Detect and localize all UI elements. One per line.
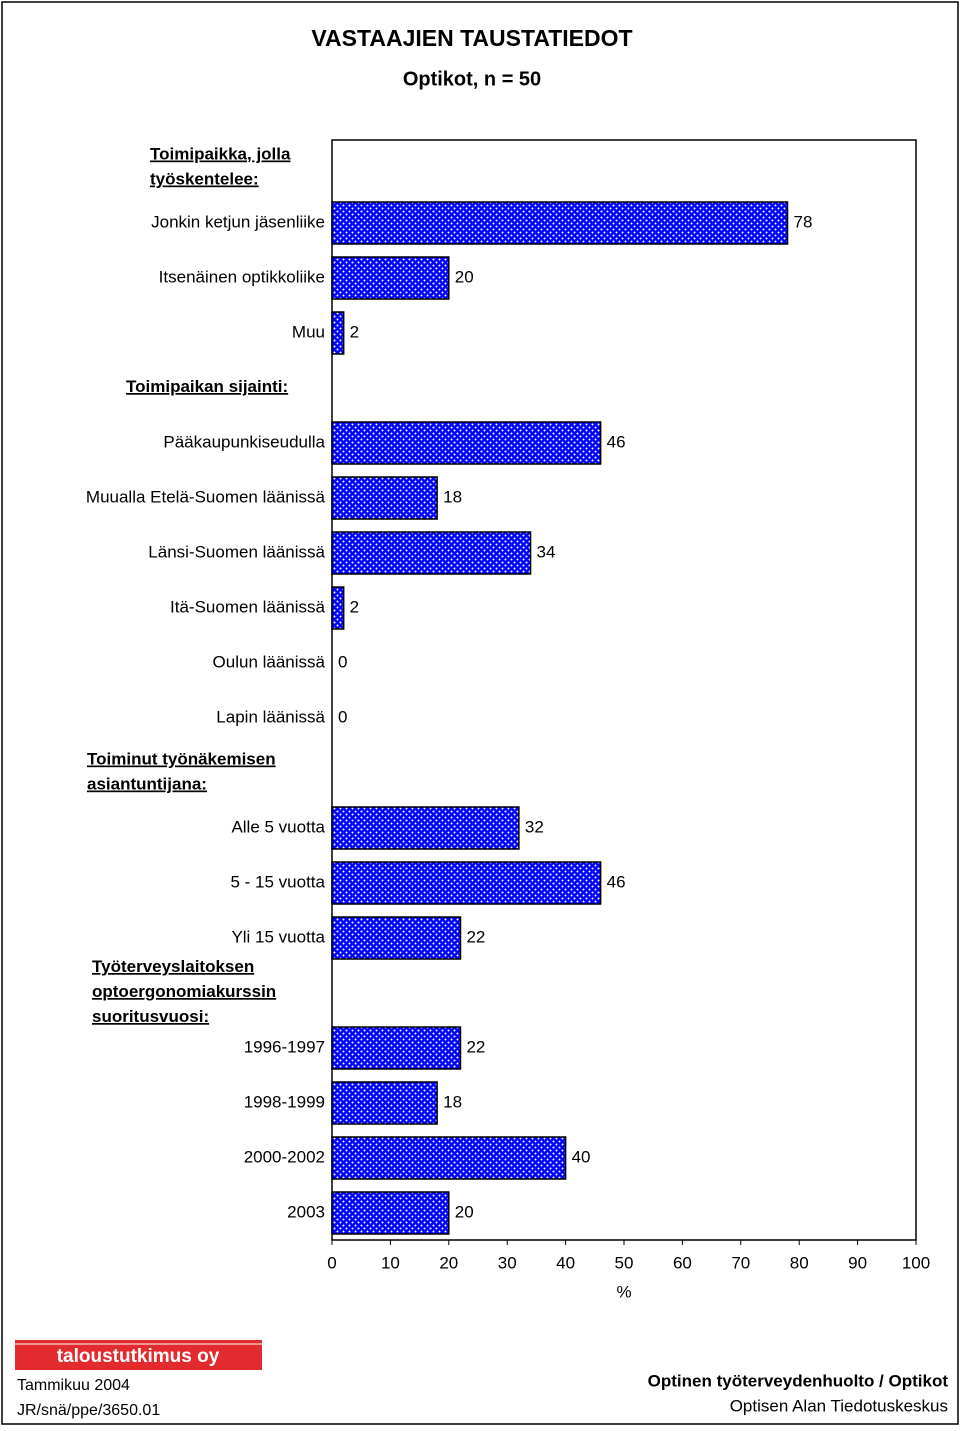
- value-label: 40: [572, 1147, 591, 1166]
- category-label: Alle 5 vuotta: [231, 817, 325, 836]
- category-label: 5 - 15 vuotta: [230, 872, 325, 891]
- category-label: Muu: [292, 322, 325, 341]
- category-label: Itä-Suomen läänissä: [170, 597, 326, 616]
- x-tick-label: 100: [902, 1253, 930, 1272]
- category-label: Yli 15 vuotta: [231, 927, 325, 946]
- value-label: 22: [466, 1037, 485, 1056]
- value-label: 0: [338, 707, 347, 726]
- bar: [331, 916, 462, 960]
- bar: [331, 1191, 450, 1235]
- section-header-line: Toimipaikan sijainti:: [126, 377, 288, 396]
- value-label: 32: [525, 817, 544, 836]
- bar: [331, 311, 345, 355]
- category-label: Itsenäinen optikkoliike: [159, 267, 325, 286]
- category-label: 2000-2002: [244, 1147, 325, 1166]
- category-label: Lapin läänissä: [216, 707, 325, 726]
- value-label: 18: [443, 1092, 462, 1111]
- x-tick-label: 70: [731, 1253, 750, 1272]
- bar: [331, 1026, 462, 1070]
- category-label: Jonkin ketjun jäsenliike: [151, 212, 325, 231]
- category-label: Oulun läänissä: [213, 652, 326, 671]
- x-tick-label: 10: [381, 1253, 400, 1272]
- x-tick-label: 90: [848, 1253, 867, 1272]
- logo-box: [15, 1340, 262, 1370]
- bar: [331, 586, 345, 630]
- category-label: Pääkaupunkiseudulla: [163, 432, 325, 451]
- plot-frame: [331, 139, 917, 1241]
- bar: [331, 806, 520, 850]
- value-label: 22: [466, 927, 485, 946]
- bar: [331, 201, 789, 245]
- section-header: Toimipaikan sijainti:: [126, 377, 288, 396]
- footer-project: Optinen työterveydenhuolto / Optikot: [648, 1371, 949, 1390]
- bar: [331, 421, 602, 465]
- value-label: 34: [537, 542, 556, 561]
- x-tick-label: 40: [556, 1253, 575, 1272]
- section-header-line: suoritusvuosi:: [92, 1007, 209, 1026]
- section-header-line: Toiminut työnäkemisen: [87, 750, 276, 769]
- value-label: 2: [350, 597, 359, 616]
- chart-subtitle: Optikot, n = 50: [403, 68, 541, 90]
- category-label: 1998-1999: [244, 1092, 325, 1111]
- footer-code: JR/snä/ppe/3650.01: [17, 1402, 160, 1419]
- section-header-line: Työterveyslaitoksen: [92, 957, 254, 976]
- value-label: 78: [794, 212, 813, 231]
- x-tick-label: 30: [498, 1253, 517, 1272]
- value-label: 20: [455, 1202, 474, 1221]
- chart-title: VASTAAJIEN TAUSTATIEDOT: [311, 25, 632, 51]
- x-tick-label: 50: [615, 1253, 634, 1272]
- logo-text: taloustutkimus oy: [57, 1346, 220, 1367]
- section-header: Toimipaikka, jolla työskentelee:: [150, 145, 291, 189]
- category-label: Muualla Etelä-Suomen läänissä: [86, 487, 326, 506]
- section-header-line: Toimipaikka, jolla: [150, 145, 291, 164]
- bar: [331, 531, 532, 575]
- value-label: 0: [338, 652, 347, 671]
- category-label: Länsi-Suomen läänissä: [148, 542, 325, 561]
- value-label: 46: [607, 872, 626, 891]
- category-label: 2003: [287, 1202, 325, 1221]
- x-tick-label: 0: [327, 1253, 336, 1272]
- bar: [331, 476, 438, 520]
- section-header: Työterveyslaitoksen optoergonomiakurssin s…: [92, 957, 276, 1026]
- x-tick-label: 60: [673, 1253, 692, 1272]
- section-header-line: asiantuntijana:: [87, 775, 207, 794]
- value-label: 20: [455, 267, 474, 286]
- footer-client: Optisen Alan Tiedotuskeskus: [730, 1396, 948, 1415]
- category-label: 1996-1997: [244, 1037, 325, 1056]
- x-tick-label: 80: [790, 1253, 809, 1272]
- x-axis-label: %: [616, 1282, 631, 1301]
- section-header-line: työskentelee:: [150, 170, 259, 189]
- value-label: 18: [443, 487, 462, 506]
- bar: [331, 861, 602, 905]
- bar: [331, 1136, 567, 1180]
- value-label: 46: [607, 432, 626, 451]
- bar: [331, 256, 450, 300]
- section-header-line: optoergonomiakurssin: [92, 982, 276, 1001]
- value-label: 2: [350, 322, 359, 341]
- x-tick-label: 20: [439, 1253, 458, 1272]
- bar: [331, 1081, 438, 1125]
- footer-date: Tammikuu 2004: [17, 1377, 130, 1394]
- section-header: Toiminut työnäkemisen asiantuntijana:: [87, 750, 276, 794]
